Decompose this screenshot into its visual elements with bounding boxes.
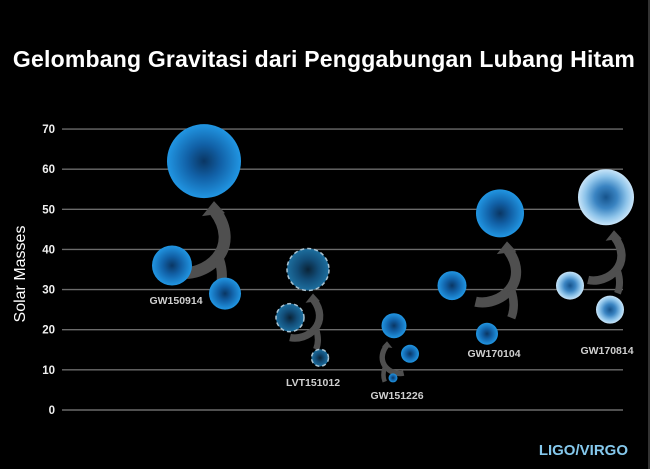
progenitor-bubble (388, 373, 398, 383)
progenitor-bubble (556, 271, 584, 300)
merge-arrow (289, 293, 324, 351)
merged-bubble (381, 313, 407, 339)
event-LVT151012: LVT151012 (275, 247, 340, 389)
progenitor-bubble (209, 277, 241, 310)
event-label: LVT151012 (286, 377, 340, 389)
y-tick-label: 40 (42, 244, 55, 256)
event-label: GW170104 (467, 348, 520, 360)
progenitor-bubble (275, 302, 305, 333)
y-tick-label: 60 (42, 164, 55, 176)
progenitor-bubble (401, 344, 419, 363)
event-label: GW151226 (370, 390, 423, 402)
progenitor-bubble (596, 295, 624, 324)
progenitor-bubble (476, 322, 498, 345)
y-grid: 0 10 20 30 40 50 60 70 (42, 124, 623, 417)
y-tick-label: 30 (42, 285, 55, 297)
merged-bubble (578, 169, 634, 226)
y-tick-label: 0 (49, 405, 55, 417)
merge-arrow (474, 241, 522, 320)
event-GW150914: GW150914 (149, 124, 241, 310)
progenitor-bubble (437, 271, 467, 301)
merge-arrow (587, 230, 626, 295)
progenitor-bubble (152, 245, 192, 286)
merge-arrow (379, 341, 405, 383)
event-GW170814: GW170814 (556, 169, 634, 357)
y-tick-label: 10 (42, 365, 55, 377)
event-GW151226: GW151226 (370, 313, 424, 402)
merged-bubble (476, 189, 524, 238)
event-label: GW170814 (580, 345, 633, 357)
merged-bubble (167, 124, 241, 199)
merged-bubble (286, 247, 330, 292)
progenitor-bubble (310, 348, 330, 368)
chart-title: Gelombang Gravitasi dari Penggabungan Lu… (12, 46, 636, 72)
credit-label: LIGO/VIRGO (538, 442, 628, 459)
y-tick-label: 20 (42, 325, 55, 337)
y-tick-label: 70 (42, 124, 55, 136)
event-GW170104: GW170104 (437, 189, 524, 360)
event-label: GW150914 (149, 295, 202, 307)
y-tick-label: 50 (42, 204, 55, 216)
